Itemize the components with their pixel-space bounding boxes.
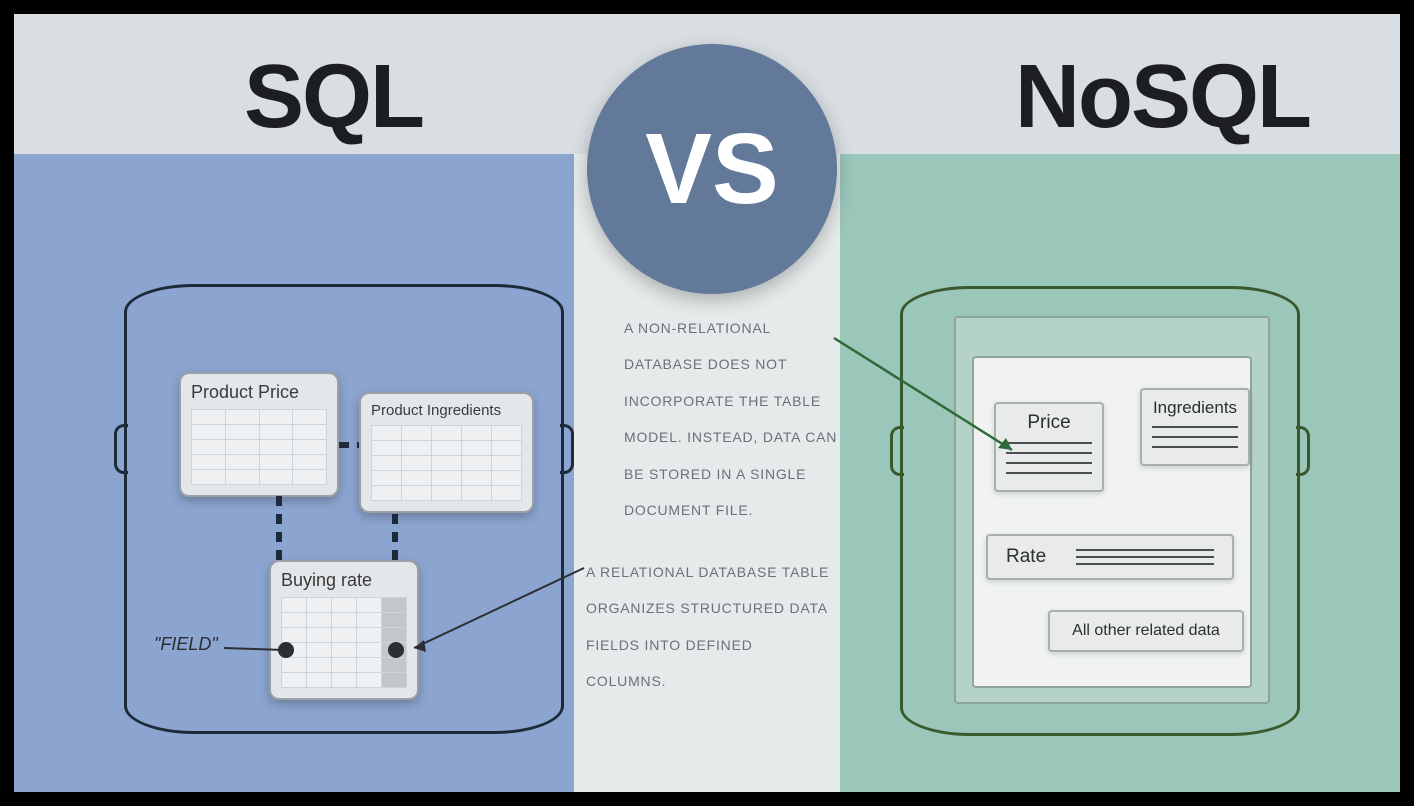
card-label: All other related data <box>1058 622 1234 640</box>
sql-notch-left <box>114 424 128 474</box>
sql-desc-arrow <box>414 562 594 652</box>
card-rate: Rate <box>986 534 1234 580</box>
table-buying-rate: Buying rate <box>269 560 419 700</box>
vs-label: VS <box>645 112 778 227</box>
nosql-desc-arrow <box>834 330 1034 470</box>
table-label: Buying rate <box>281 570 407 591</box>
nosql-notch-right <box>1296 426 1310 476</box>
sql-title: SQL <box>244 46 423 149</box>
infographic-frame: SQL NoSQL VS Product Price Product Ingre… <box>14 14 1400 792</box>
table-label: Product Ingredients <box>371 402 522 419</box>
table-product-price: Product Price <box>179 372 339 497</box>
sql-description: A RELATIONAL DATABASE TABLE ORGANIZES ST… <box>586 554 836 700</box>
table-product-ingredients: Product Ingredients <box>359 392 534 513</box>
connector-top <box>339 442 359 448</box>
sql-notch-right <box>560 424 574 474</box>
connector-left-down <box>276 496 282 560</box>
card-other: All other related data <box>1048 610 1244 652</box>
field-label: "FIELD" <box>154 634 218 655</box>
table-label: Product Price <box>191 382 327 403</box>
nosql-title: NoSQL <box>1015 46 1310 149</box>
connector-right-down <box>392 514 398 560</box>
card-label: Rate <box>1006 546 1046 568</box>
card-label: Ingredients <box>1152 398 1238 418</box>
card-ingredients: Ingredients <box>1140 388 1250 466</box>
nosql-description: A NON-RELATIONAL DATABASE DOES NOT INCOR… <box>624 310 854 528</box>
vs-badge: VS <box>587 44 837 294</box>
